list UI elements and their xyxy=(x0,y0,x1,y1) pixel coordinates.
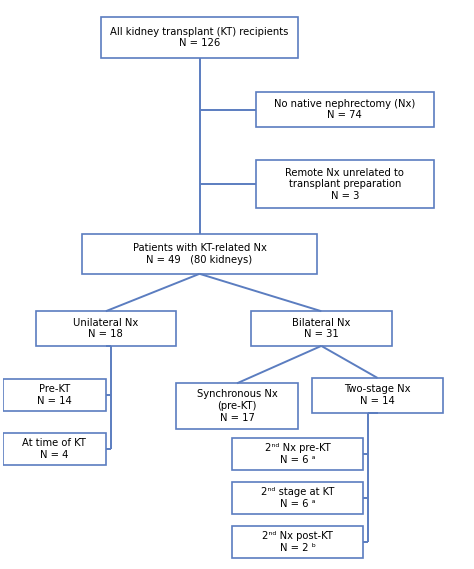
Text: N = 74: N = 74 xyxy=(328,110,362,121)
Text: N = 31: N = 31 xyxy=(304,329,339,340)
Text: 2ⁿᵈ Nx post-KT: 2ⁿᵈ Nx post-KT xyxy=(263,531,333,541)
Text: Unilateral Nx: Unilateral Nx xyxy=(73,318,138,328)
FancyBboxPatch shape xyxy=(232,482,364,514)
FancyBboxPatch shape xyxy=(101,18,298,57)
Text: Remote Nx unrelated to: Remote Nx unrelated to xyxy=(285,168,404,178)
FancyBboxPatch shape xyxy=(36,311,176,346)
FancyBboxPatch shape xyxy=(256,92,434,127)
Text: transplant preparation: transplant preparation xyxy=(289,179,401,189)
Text: All kidney transplant (KT) recipients: All kidney transplant (KT) recipients xyxy=(110,27,289,36)
FancyBboxPatch shape xyxy=(3,380,106,411)
FancyBboxPatch shape xyxy=(256,160,434,208)
FancyBboxPatch shape xyxy=(232,438,364,470)
Text: N = 2 ᵇ: N = 2 ᵇ xyxy=(280,543,316,553)
Text: N = 18: N = 18 xyxy=(89,329,123,340)
Text: Bilateral Nx: Bilateral Nx xyxy=(292,318,350,328)
Text: 2ⁿᵈ stage at KT: 2ⁿᵈ stage at KT xyxy=(261,487,335,497)
Text: Two-stage Nx: Two-stage Nx xyxy=(344,385,411,394)
Text: N = 6 ᵃ: N = 6 ᵃ xyxy=(280,455,316,465)
Text: No native nephrectomy (Nx): No native nephrectomy (Nx) xyxy=(274,98,415,109)
FancyBboxPatch shape xyxy=(176,384,298,428)
Text: Synchronous Nx: Synchronous Nx xyxy=(197,389,277,399)
FancyBboxPatch shape xyxy=(312,378,443,413)
Text: N = 49   (80 kidneys): N = 49 (80 kidneys) xyxy=(146,255,253,265)
Text: N = 6 ᵃ: N = 6 ᵃ xyxy=(280,499,316,509)
Text: N = 14: N = 14 xyxy=(37,396,72,406)
Text: Patients with KT-related Nx: Patients with KT-related Nx xyxy=(133,243,266,253)
Text: 2ⁿᵈ Nx pre-KT: 2ⁿᵈ Nx pre-KT xyxy=(265,443,331,453)
Text: N = 3: N = 3 xyxy=(330,191,359,201)
FancyBboxPatch shape xyxy=(251,311,392,346)
Text: N = 126: N = 126 xyxy=(179,38,220,48)
FancyBboxPatch shape xyxy=(232,526,364,558)
FancyBboxPatch shape xyxy=(82,234,317,274)
FancyBboxPatch shape xyxy=(3,432,106,465)
Text: (pre-KT): (pre-KT) xyxy=(217,401,257,411)
Text: N = 4: N = 4 xyxy=(40,450,69,460)
Text: N = 17: N = 17 xyxy=(219,413,255,423)
Text: Pre-KT: Pre-KT xyxy=(39,385,70,394)
Text: At time of KT: At time of KT xyxy=(22,438,86,448)
Text: N = 14: N = 14 xyxy=(360,396,395,406)
